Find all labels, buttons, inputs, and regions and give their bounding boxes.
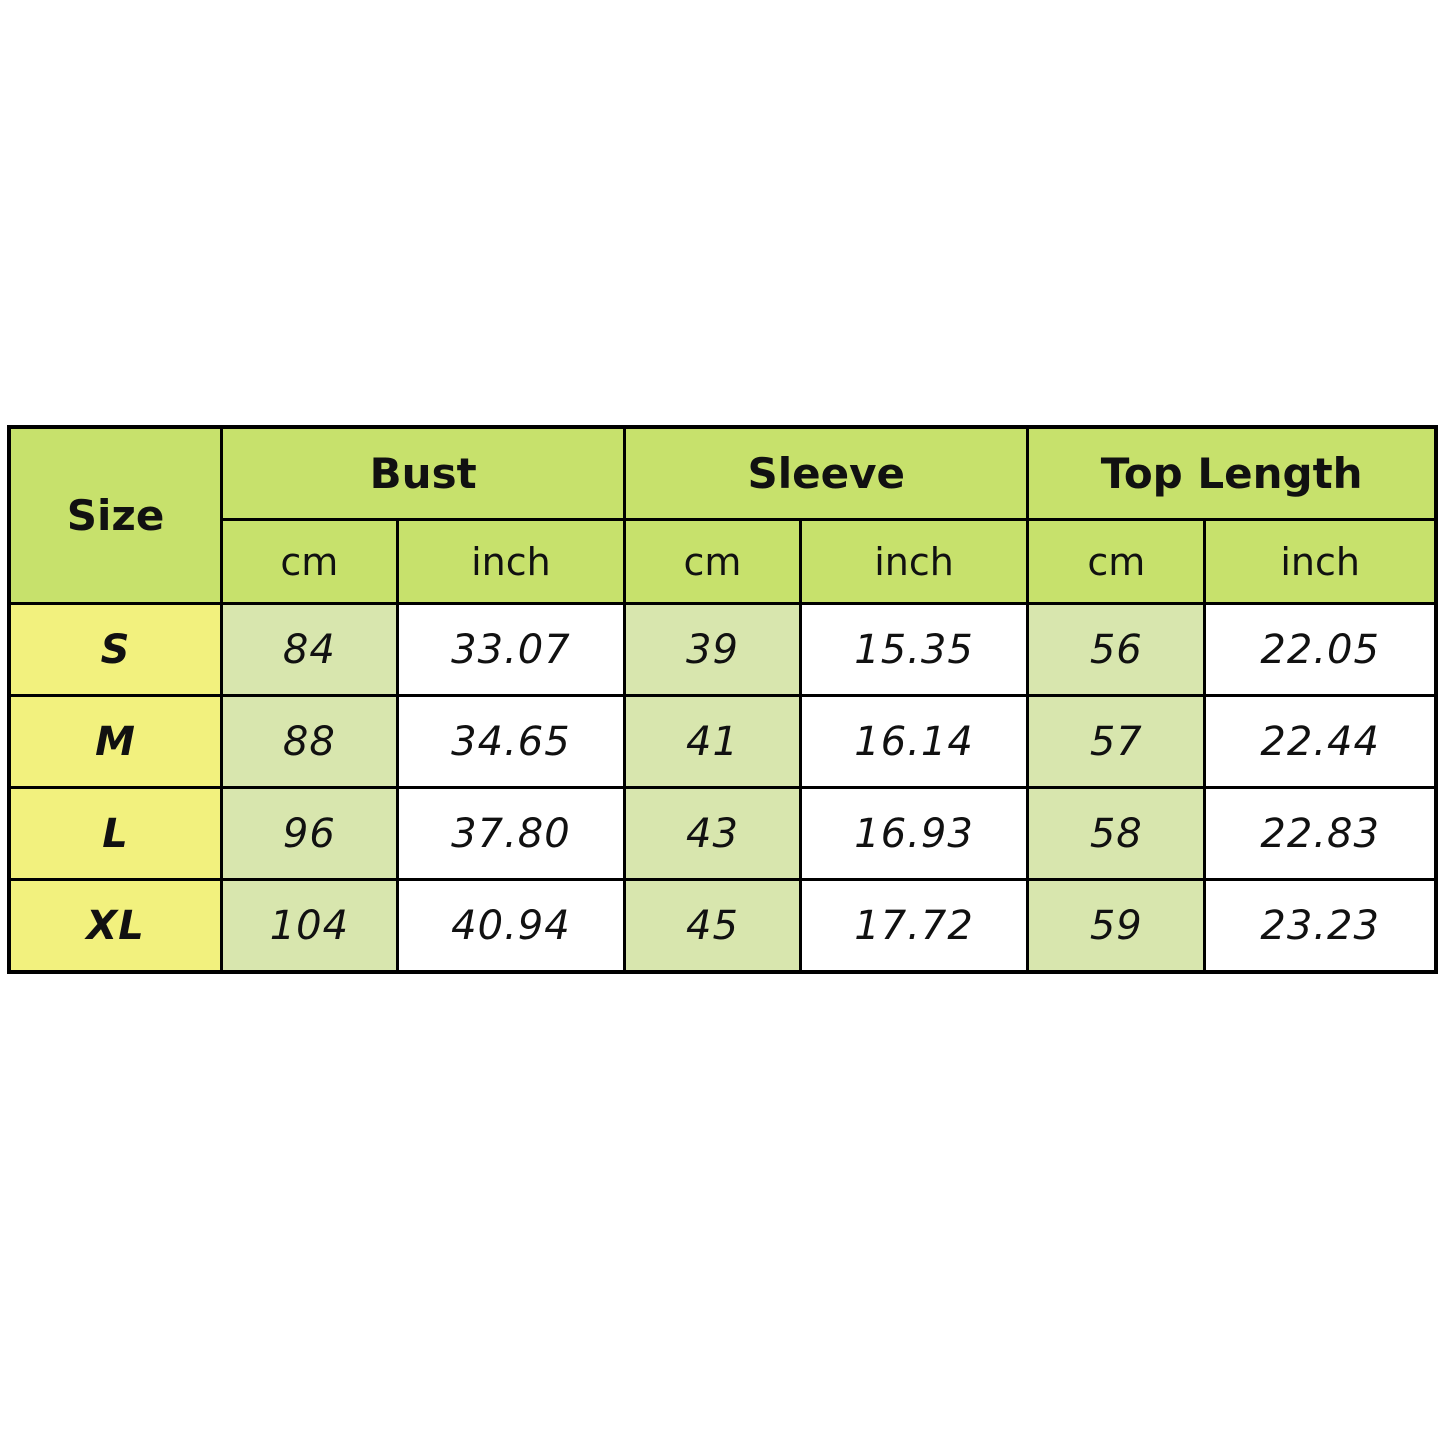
table-row-size-m: M 88 34.65 41 16.14 57 22.44	[7, 694, 1438, 789]
bust-cm-value: 88	[220, 694, 399, 789]
top-length-cm-value: 59	[1026, 878, 1207, 974]
top-length-inch-value: 22.44	[1203, 694, 1438, 789]
bust-inch-value: 34.65	[395, 694, 627, 789]
top-length-cm-value: 56	[1026, 602, 1207, 697]
bust-cm-value: 84	[220, 602, 399, 697]
table-row-size-l: L 96 37.80 43 16.93 58 22.83	[7, 786, 1438, 881]
size-label-cell: S	[7, 602, 224, 697]
top-length-cm-value: 57	[1026, 694, 1207, 789]
sleeve-cm-value: 39	[623, 602, 802, 697]
bust-cm-value: 96	[220, 786, 399, 881]
header-group-row: Size Bust Sleeve Top Length	[7, 425, 1438, 605]
sleeve-inch-value: 17.72	[798, 878, 1030, 974]
top-length-header-cell: Top Length	[1026, 425, 1438, 521]
top-length-inch-value: 22.83	[1203, 786, 1438, 881]
size-label-cell: M	[7, 694, 224, 789]
size-label-cell: L	[7, 786, 224, 881]
top-length-inch-value: 23.23	[1203, 878, 1438, 974]
sleeve-inch-value: 16.93	[798, 786, 1030, 881]
bust-header-cell: Bust	[220, 425, 627, 521]
size-chart-table: Size Bust Sleeve Top Length cm inch cm i…	[7, 425, 1438, 974]
top-length-cm-value: 58	[1026, 786, 1207, 881]
top-length-inch-header: inch	[1203, 518, 1438, 605]
sleeve-inch-value: 16.14	[798, 694, 1030, 789]
size-header-cell: Size	[7, 425, 224, 605]
size-chart-container: Size Bust Sleeve Top Length cm inch cm i…	[7, 425, 1438, 974]
size-label-cell: XL	[7, 878, 224, 974]
sleeve-cm-value: 41	[623, 694, 802, 789]
sleeve-header-cell: Sleeve	[623, 425, 1030, 521]
bust-inch-value: 37.80	[395, 786, 627, 881]
table-row-size-s: S 84 33.07 39 15.35 56 22.05	[7, 602, 1438, 697]
header-unit-row: cm inch cm inch cm inch	[9, 518, 1438, 605]
sleeve-inch-value: 15.35	[798, 602, 1030, 697]
sleeve-cm-value: 45	[623, 878, 802, 974]
bust-inch-value: 33.07	[395, 602, 627, 697]
table-row-size-xl: XL 104 40.94 45 17.72 59 23.23	[7, 878, 1438, 974]
sleeve-inch-header: inch	[798, 518, 1030, 605]
bust-cm-header: cm	[220, 518, 399, 605]
sleeve-cm-header: cm	[623, 518, 802, 605]
top-length-cm-header: cm	[1026, 518, 1207, 605]
top-length-inch-value: 22.05	[1203, 602, 1438, 697]
sleeve-cm-value: 43	[623, 786, 802, 881]
bust-inch-header: inch	[395, 518, 627, 605]
bust-inch-value: 40.94	[395, 878, 627, 974]
bust-cm-value: 104	[220, 878, 399, 974]
